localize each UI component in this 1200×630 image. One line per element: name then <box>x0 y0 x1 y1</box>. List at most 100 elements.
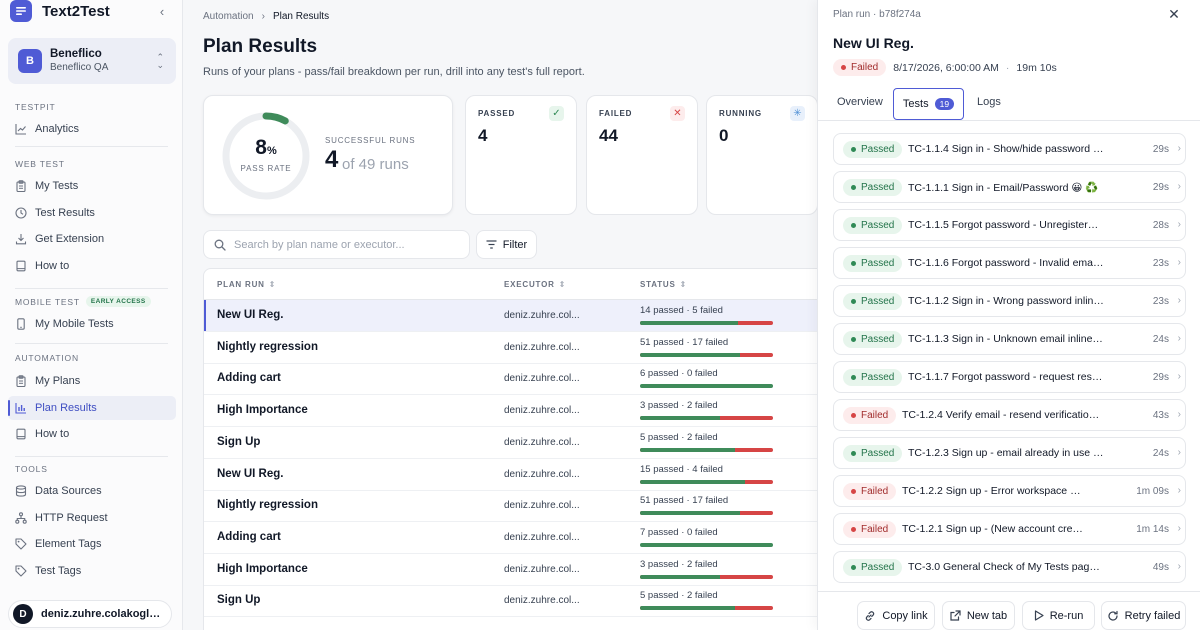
column-plan-run[interactable]: PLAN RUN ⇕ <box>217 280 277 289</box>
table-row[interactable]: Sign Up deniz.zuhre.col... 5 passed · 2 … <box>204 585 817 618</box>
pass-fail-bar <box>640 321 773 325</box>
user-menu[interactable]: D deniz.zuhre.colakoglu... <box>8 600 172 628</box>
table-row[interactable]: Adding cart deniz.zuhre.col... 7 passed … <box>204 522 817 554</box>
sidebar-item-my-mobile-tests[interactable]: My Mobile Tests <box>8 312 176 336</box>
test-row[interactable]: Passed TC-1.1.4 Sign in - Show/hide pass… <box>833 133 1186 165</box>
table-row[interactable]: Nightly regression deniz.zuhre.col... 51… <box>204 332 817 364</box>
column-status[interactable]: STATUS ⇕ <box>640 280 688 289</box>
sidebar-item-how-to[interactable]: How to <box>8 254 176 278</box>
test-row[interactable]: Passed TC-1.1.6 Forgot password - Invali… <box>833 247 1186 279</box>
status-summary: 15 passed · 4 failed <box>640 463 723 475</box>
pass-rate-label: PASS RATE <box>240 164 292 173</box>
copy-link-button[interactable]: Copy link <box>857 601 935 630</box>
meta-separator: · <box>1005 61 1010 74</box>
sidebar-item-get-extension[interactable]: Get Extension <box>8 227 176 251</box>
tag-icon <box>15 538 27 550</box>
test-row[interactable]: Passed TC-1.2.3 Sign up - email already … <box>833 437 1186 469</box>
brand[interactable]: Text2Test <box>10 0 110 22</box>
run-title: New UI Reg. <box>833 35 914 51</box>
search-box[interactable] <box>203 230 470 259</box>
tests-count-badge: 19 <box>934 98 955 110</box>
main-content: Automation › Plan Results Plan Results R… <box>184 0 817 630</box>
test-row[interactable]: Passed TC-1.1.1 Sign in - Email/Password… <box>833 171 1186 203</box>
clipboard-icon <box>15 180 27 192</box>
test-status-badge: Passed <box>843 369 903 386</box>
executor-name: deniz.zuhre.col... <box>504 468 580 480</box>
table-row[interactable]: High Importance deniz.zuhre.col... 3 pas… <box>204 554 817 586</box>
rerun-button[interactable]: Re-run <box>1022 601 1095 630</box>
test-status-badge: Passed <box>843 217 903 234</box>
table-row[interactable]: High Importance deniz.zuhre.col... 3 pas… <box>204 395 817 428</box>
sidebar-item-label: How to <box>35 428 70 441</box>
user-name: deniz.zuhre.colakoglu... <box>41 608 161 620</box>
plan-run-id: Plan run · b78f274a <box>833 9 921 20</box>
sidebar-item-label: Get Extension <box>35 233 105 246</box>
test-name: TC-1.2.2 Sign up - Error workspace name … <box>902 485 1084 497</box>
tab-logs[interactable]: Logs <box>977 96 1001 108</box>
test-row[interactable]: Failed TC-1.2.4 Verify email - resend ve… <box>833 399 1186 431</box>
play-icon <box>1034 610 1044 621</box>
sidebar-item-label: Test Tags <box>35 565 82 578</box>
test-row[interactable]: Passed TC-1.1.2 Sign in - Wrong password… <box>833 285 1186 317</box>
status-dot-icon <box>851 489 856 494</box>
chevron-right-icon: › <box>1177 219 1181 230</box>
search-input[interactable] <box>234 238 454 251</box>
plan-run-name: Adding cart <box>217 530 281 543</box>
detail-tabs: Overview Tests 19 Logs <box>818 87 1200 121</box>
column-executor[interactable]: EXECUTOR ⇕ <box>504 280 567 289</box>
pass-fill <box>640 542 773 547</box>
filter-button[interactable]: Filter <box>476 230 537 259</box>
sidebar-item-plan-results[interactable]: Plan Results <box>8 395 176 420</box>
pass-rate-card: 8% PASS RATE SUCCESSFUL RUNS 4 of 49 run… <box>203 95 453 215</box>
sidebar-item-http-request[interactable]: HTTP Request <box>8 506 176 530</box>
sidebar-item-analytics[interactable]: Analytics <box>8 117 176 141</box>
test-duration: 28s <box>1152 220 1169 231</box>
sidebar-item-data-sources[interactable]: Data Sources <box>8 479 176 503</box>
run-duration: 19m 10s <box>1016 61 1057 74</box>
chevron-right-icon: › <box>1177 181 1181 192</box>
pass-fail-bar <box>640 574 773 579</box>
new-tab-button[interactable]: New tab <box>942 601 1015 630</box>
collapse-sidebar-chevron-left-icon[interactable]: ‹ <box>159 3 165 19</box>
test-name: TC-1.2.1 Sign up - (New account creation… <box>902 523 1084 535</box>
tab-tests[interactable]: Tests 19 <box>893 88 964 120</box>
table-row[interactable]: New UI Reg. deniz.zuhre.col... 14 passed… <box>204 300 817 332</box>
sidebar-item-how-to[interactable]: How to <box>8 422 176 446</box>
retry-failed-button[interactable]: Retry failed <box>1101 601 1186 630</box>
table-row[interactable]: Nightly regression deniz.zuhre.col... 51… <box>204 490 817 523</box>
status-summary: 3 passed · 2 failed <box>640 400 718 412</box>
close-panel-x-icon[interactable]: ✕ <box>1168 5 1180 22</box>
table-row[interactable]: New UI Reg. deniz.zuhre.col... 15 passed… <box>204 459 817 491</box>
test-row[interactable]: Passed TC-1.1.3 Sign in - Unknown email … <box>833 323 1186 355</box>
test-row[interactable]: Passed TC-3.0 General Check of My Tests … <box>833 551 1186 583</box>
test-status-badge: Passed <box>843 445 903 462</box>
test-row[interactable]: Failed TC-1.2.2 Sign up - Error workspac… <box>833 475 1186 507</box>
download-icon <box>15 233 27 245</box>
nav-divider <box>15 146 168 147</box>
sidebar-item-label: Element Tags <box>35 538 102 551</box>
plan-run-name: High Importance <box>217 404 308 417</box>
sidebar-item-test-tags[interactable]: Test Tags <box>8 559 176 583</box>
test-status-badge: Passed <box>843 331 903 348</box>
test-row[interactable]: Passed TC-1.1.7 Forgot password - reques… <box>833 361 1186 393</box>
table-row[interactable]: Adding cart deniz.zuhre.col... 6 passed … <box>204 363 817 396</box>
sidebar-item-my-tests[interactable]: My Tests <box>8 174 176 198</box>
breadcrumb: Automation › Plan Results <box>203 11 329 22</box>
nav-section-testpit: TESTPIT <box>15 102 56 112</box>
test-row[interactable]: Passed TC-1.1.5 Forgot password - Unregi… <box>833 209 1186 241</box>
phone-icon <box>15 318 27 330</box>
tab-overview[interactable]: Overview <box>837 96 883 108</box>
workspace-switcher[interactable]: B Beneflico Beneflico QA ⌃ ⌄ <box>8 38 176 84</box>
table-row[interactable]: Sign Up deniz.zuhre.col... 5 passed · 2 … <box>204 427 817 459</box>
sidebar-item-my-plans[interactable]: My Plans <box>8 369 176 393</box>
sidebar-item-element-tags[interactable]: Element Tags <box>8 532 176 556</box>
pass-fill <box>640 384 773 389</box>
sidebar-item-test-results[interactable]: Test Results <box>8 201 176 225</box>
test-row[interactable]: Failed TC-1.2.1 Sign up - (New account c… <box>833 513 1186 545</box>
breadcrumb-automation[interactable]: Automation <box>203 11 254 22</box>
pass-rate-ring <box>222 112 310 200</box>
pass-fill <box>640 416 720 421</box>
executor-name: deniz.zuhre.col... <box>504 436 580 448</box>
nav-divider <box>15 288 168 289</box>
spinner-icon: ✳ <box>790 106 805 121</box>
